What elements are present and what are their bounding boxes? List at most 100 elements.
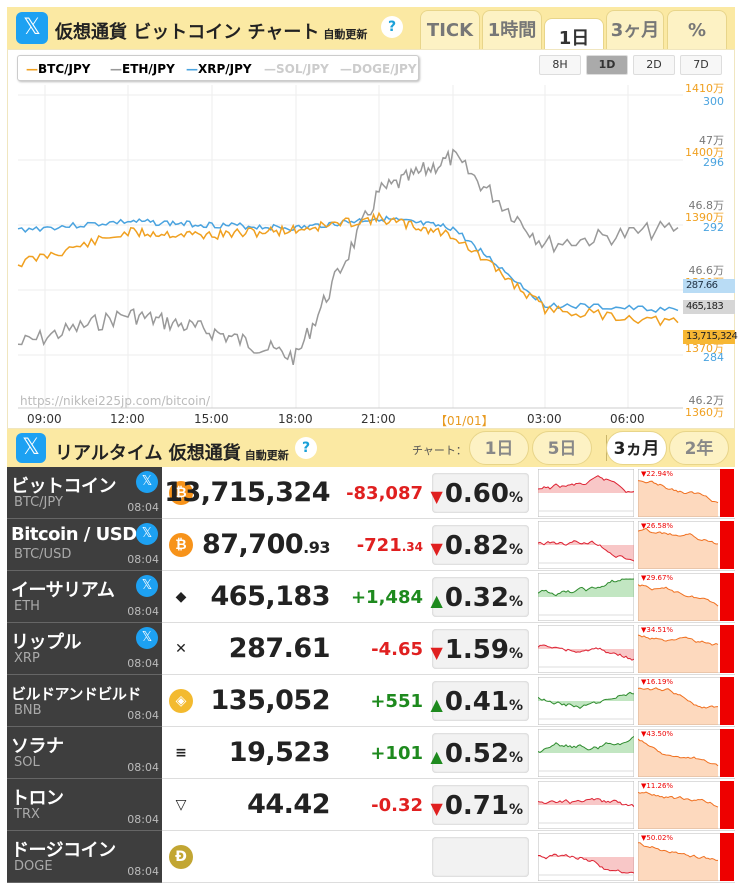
mini-chart-scale-bar xyxy=(720,781,734,829)
tab-3month[interactable]: 3ヶ月 xyxy=(606,10,664,49)
table-row[interactable]: トロン TRX 08:04 ▽ 44.42 -0.32 ▼0.71% ▼11.2… xyxy=(7,779,735,831)
coin-name[interactable]: Bitcoin / USD xyxy=(11,524,137,545)
percent-change xyxy=(521,843,523,873)
y-tick-label: 292 xyxy=(703,221,724,234)
legend-doge[interactable]: —DOGE/JPY xyxy=(340,62,417,76)
coin-name-cell[interactable]: トロン TRX 08:04 xyxy=(7,779,162,831)
percent-change: ▲0.32% xyxy=(430,583,524,613)
x-share-icon[interactable]: 𝕏 xyxy=(16,12,48,44)
intraday-mini-chart[interactable] xyxy=(538,625,634,673)
longterm-mini-chart[interactable]: ▼43.50% xyxy=(638,729,734,777)
intraday-mini-chart[interactable] xyxy=(538,677,634,725)
mini-chart-line xyxy=(638,634,719,646)
update-time: 08:04 xyxy=(127,605,159,618)
mini-chart-scale-bar xyxy=(720,573,734,621)
y-tick-label: 284 xyxy=(703,351,724,364)
coin-name[interactable]: ビルドアンドビルド xyxy=(11,685,141,703)
table-row[interactable]: リップル XRP 08:04 𝕏 ✕ 287.61 -4.65 ▼1.59% ▼… xyxy=(7,623,735,675)
help-icon[interactable]: ? xyxy=(295,437,317,459)
tab-tick[interactable]: TICK xyxy=(420,10,480,49)
bitcoin-icon: ₿ xyxy=(169,481,193,505)
coin-ticker: ETH xyxy=(14,599,40,614)
price-change: +101 xyxy=(370,743,423,764)
intraday-mini-chart[interactable] xyxy=(538,573,634,621)
auto-update-label: 自動更新 xyxy=(244,449,289,462)
x-share-icon[interactable]: 𝕏 xyxy=(136,523,158,545)
help-icon[interactable]: ? xyxy=(381,16,403,38)
mini-chart-frame xyxy=(538,521,634,569)
intraday-mini-chart[interactable] xyxy=(538,781,634,829)
chart-plot-area xyxy=(17,85,683,409)
realtime-tab-2year[interactable]: 2年 xyxy=(669,431,729,465)
table-row[interactable]: ソラナ SOL 08:04 ≡ 19,523 +101 ▲0.52% ▼43.5… xyxy=(7,727,735,779)
price-chart[interactable]: —BTC/JPY —ETH/JPY —XRP/JPY —SOL/JPY —DOG… xyxy=(7,49,738,429)
longterm-mini-chart[interactable]: ▼34.51% xyxy=(638,625,734,673)
mini-chart-line xyxy=(638,738,719,767)
update-time: 08:04 xyxy=(127,761,159,774)
mini-chart-area xyxy=(638,528,718,569)
doge-icon: Ð xyxy=(169,845,193,869)
mini-chart-scale-bar xyxy=(720,521,734,569)
coin-name-cell[interactable]: リップル XRP 08:04 𝕏 xyxy=(7,623,162,675)
tab-1day[interactable]: 1日 xyxy=(544,18,604,54)
longterm-mini-chart[interactable]: ▼22.94% xyxy=(638,469,734,517)
x-share-icon[interactable]: 𝕏 xyxy=(136,575,158,597)
mini-chart-pct-label: ▼22.94% xyxy=(641,470,673,478)
legend-xrp[interactable]: —XRP/JPY xyxy=(186,62,252,76)
coin-name-cell[interactable]: ドージコイン DOGE 08:04 xyxy=(7,831,162,883)
realtime-tab-3month[interactable]: 3ヵ月 xyxy=(606,431,667,465)
intraday-mini-chart[interactable] xyxy=(538,833,634,881)
coin-ticker: XRP xyxy=(14,651,40,666)
coin-name-cell[interactable]: イーサリアム ETH 08:04 𝕏 xyxy=(7,571,162,623)
range-8h-button[interactable]: 8H xyxy=(539,55,581,75)
x-share-icon[interactable]: 𝕏 xyxy=(136,627,158,649)
coin-price: 19,523 xyxy=(228,737,331,768)
mini-chart-area xyxy=(538,736,634,753)
coin-name[interactable]: ソラナ xyxy=(11,736,64,757)
tab-percent[interactable]: % xyxy=(667,10,727,49)
coin-name-cell[interactable]: ビルドアンドビルド BNB 08:04 xyxy=(7,675,162,727)
mini-chart-area xyxy=(638,792,718,829)
realtime-tab-5day[interactable]: 5日 xyxy=(532,431,592,465)
legend-sol[interactable]: —SOL/JPY xyxy=(264,62,329,76)
range-2d-button[interactable]: 2D xyxy=(633,55,675,75)
range-1d-button[interactable]: 1D xyxy=(586,55,628,75)
intraday-mini-chart[interactable] xyxy=(538,729,634,777)
range-7d-button[interactable]: 7D xyxy=(680,55,722,75)
table-row[interactable]: Bitcoin / USD BTC/USD 08:04 𝕏 ₿ 87,700.9… xyxy=(7,519,735,571)
coin-name[interactable]: リップル xyxy=(11,632,82,653)
table-row[interactable]: ビルドアンドビルド BNB 08:04 ◈ 135,052 +551 ▲0.41… xyxy=(7,675,735,727)
realtime-tab-1day[interactable]: 1日 xyxy=(469,431,529,465)
coin-name[interactable]: イーサリアム xyxy=(11,580,115,601)
coin-name[interactable]: ビットコイン xyxy=(11,476,117,497)
legend-btc[interactable]: —BTC/JPY xyxy=(26,62,91,76)
realtime-header: 𝕏 リアルタイム 仮想通貨 自動更新 ? チャート： 1日 5日 3ヵ月 2年 xyxy=(7,429,735,467)
y-tick-label: 46.6万 xyxy=(688,264,725,277)
intraday-mini-chart[interactable] xyxy=(538,469,634,517)
table-row[interactable]: ビットコイン BTC/JPY 08:04 𝕏 ₿ 13,715,324 -83,… xyxy=(7,467,735,519)
longterm-mini-chart[interactable]: ▼50.02% xyxy=(638,833,734,881)
coin-name-cell[interactable]: ソラナ SOL 08:04 xyxy=(7,727,162,779)
price-change: +551 xyxy=(370,691,423,712)
intraday-mini-chart[interactable] xyxy=(538,521,634,569)
coin-name-cell[interactable]: Bitcoin / USD BTC/USD 08:04 𝕏 xyxy=(7,519,162,571)
legend-eth[interactable]: —ETH/JPY xyxy=(110,62,175,76)
longterm-mini-chart[interactable]: ▼16.19% xyxy=(638,677,734,725)
percent-change-badge: ▲0.32% xyxy=(430,577,529,617)
x-share-icon[interactable]: 𝕏 xyxy=(136,471,158,493)
tab-1hour[interactable]: 1時間 xyxy=(482,10,542,49)
longterm-mini-chart[interactable]: ▼11.26% xyxy=(638,781,734,829)
x-tick-label: 15:00 xyxy=(194,412,229,426)
update-time: 08:04 xyxy=(127,501,159,514)
table-row[interactable]: ドージコイン DOGE 08:04 Ð ▼50.02% xyxy=(7,831,735,883)
x-share-icon[interactable]: 𝕏 xyxy=(16,433,46,463)
longterm-mini-chart[interactable]: ▼26.58% xyxy=(638,521,734,569)
longterm-mini-chart[interactable]: ▼29.67% xyxy=(638,573,734,621)
mini-chart-frame xyxy=(538,677,634,725)
table-row[interactable]: イーサリアム ETH 08:04 𝕏 ◆ 465,183 +1,484 ▲0.3… xyxy=(7,571,735,623)
percent-change: ▲0.41% xyxy=(430,687,524,717)
coin-name-cell[interactable]: ビットコイン BTC/JPY 08:04 𝕏 xyxy=(7,467,162,519)
coin-name[interactable]: トロン xyxy=(11,788,64,809)
chart-title-text: 仮想通貨 ビットコイン チャート xyxy=(55,22,320,43)
mini-chart-frame xyxy=(538,729,634,777)
